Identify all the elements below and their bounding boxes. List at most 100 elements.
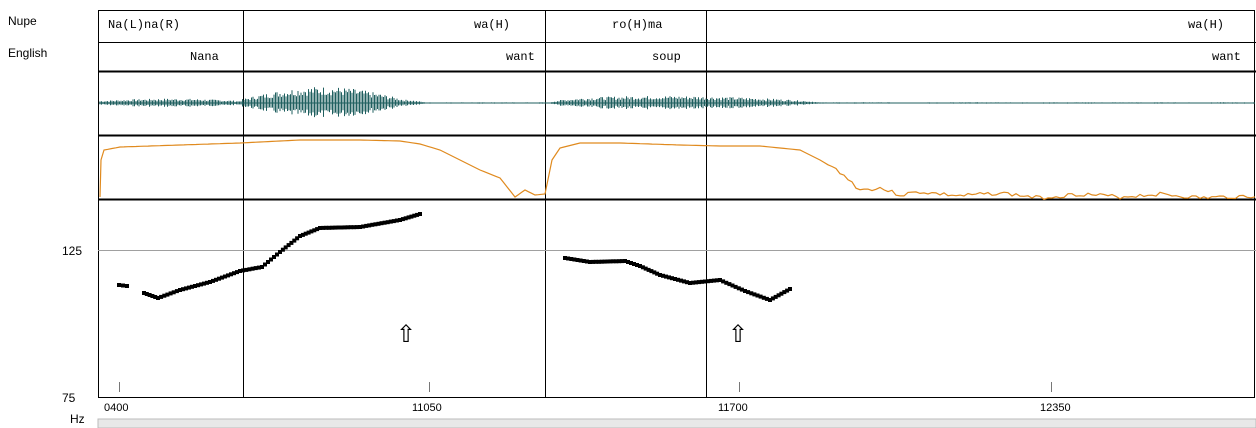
arrow-up-icon: ⇧ <box>396 320 417 348</box>
pitch-point <box>724 280 729 285</box>
pitch-point <box>306 230 311 235</box>
pitch-point <box>638 264 642 268</box>
pitch-point <box>298 234 302 238</box>
pitch-point <box>283 245 288 250</box>
pitch-point <box>664 274 668 279</box>
nupe-tier-label: Nupe <box>8 14 37 28</box>
pitch-point <box>250 266 255 271</box>
pitch-point <box>171 290 176 295</box>
pitch-point <box>770 296 775 301</box>
pitch-point <box>333 225 338 230</box>
pitch-point <box>150 294 155 298</box>
nupe-cell-1[interactable]: Na(L)na(R) <box>108 18 181 32</box>
pitch-point <box>247 267 252 272</box>
time-tick-label: 0400 <box>104 402 129 414</box>
pitch-point <box>755 293 760 298</box>
pitch-point <box>406 215 411 220</box>
pitch-point <box>364 223 369 228</box>
pitch-point <box>640 265 645 270</box>
pitch-point <box>658 273 662 277</box>
pitch-point <box>706 279 710 284</box>
pitch-point <box>272 255 276 259</box>
waveform <box>99 87 1255 118</box>
pitch-track <box>117 212 792 302</box>
pitch-point <box>208 280 212 284</box>
pitch-point <box>709 278 713 283</box>
pitch-point <box>599 259 604 264</box>
pitch-point <box>315 227 320 232</box>
pitch-point <box>241 268 246 273</box>
pitch-point <box>303 231 308 236</box>
pitch-point <box>202 281 206 286</box>
pitch-point <box>649 269 654 274</box>
pitch-point <box>782 290 787 295</box>
pitch-point <box>121 283 125 288</box>
pitch-point <box>253 266 258 271</box>
pitch-point <box>646 267 651 272</box>
nupe-cell-2[interactable]: wa(H) <box>474 18 511 32</box>
pitch-point <box>588 260 592 264</box>
english-tier-label: English <box>8 46 48 60</box>
pitch-point <box>620 259 625 264</box>
pitch-point <box>199 282 203 287</box>
pitch-point <box>351 225 356 230</box>
pitch-point <box>776 293 781 298</box>
arrow-up-icon: ⇧ <box>728 320 749 348</box>
pitch-point <box>153 295 158 299</box>
pitch-point <box>354 225 359 230</box>
pitch-point <box>318 226 322 230</box>
pitch-point <box>235 270 239 275</box>
english-cell-2[interactable]: want <box>506 50 535 64</box>
pitch-point <box>263 262 267 267</box>
pitch-point <box>373 222 378 227</box>
pitch-point <box>187 285 191 290</box>
pitch-point <box>667 275 671 280</box>
pitch-point <box>181 287 185 292</box>
pitch-point <box>391 219 396 224</box>
pitch-point <box>694 280 698 285</box>
pitch-point <box>260 265 264 269</box>
pitch-point <box>382 220 387 225</box>
nupe-cell-4[interactable]: wa(H) <box>1188 18 1225 32</box>
pitch-point <box>269 257 273 262</box>
pitch-point <box>184 286 188 291</box>
pitch-point <box>614 259 619 264</box>
pitch-point <box>286 243 291 248</box>
pitch-point <box>691 280 695 285</box>
english-cell-3[interactable]: soup <box>652 50 681 64</box>
pitch-point <box>764 296 769 301</box>
pitch-point <box>635 263 639 267</box>
pitch-point <box>739 287 744 292</box>
english-cell-1[interactable]: Nana <box>190 50 219 64</box>
pitch-point <box>289 240 294 245</box>
pitch-point <box>275 252 279 257</box>
pitch-point <box>165 292 170 297</box>
pitch-point <box>712 278 716 283</box>
pitch-point <box>590 259 595 264</box>
pitch-point <box>223 274 227 279</box>
pitch-point <box>733 284 738 289</box>
pitch-point <box>244 267 249 272</box>
nupe-cell-3[interactable]: ro(H)ma <box>612 18 663 32</box>
pitch-point <box>617 259 622 264</box>
pitch-point <box>584 259 589 264</box>
pitch-point <box>295 236 300 241</box>
pitch-point <box>280 247 285 252</box>
pitch-point <box>168 291 173 296</box>
pitch-point <box>758 294 763 299</box>
pitch-point <box>385 220 390 225</box>
pitch-point <box>336 225 341 230</box>
pitch-point <box>321 225 326 230</box>
pitch-point <box>398 218 402 222</box>
pitch-point <box>688 281 692 285</box>
english-cell-4[interactable]: want <box>1212 50 1241 64</box>
pitch-point <box>715 278 719 283</box>
pitch-point <box>746 290 751 295</box>
pitch-point <box>214 277 218 282</box>
pitch-unit-label: Hz <box>70 412 85 426</box>
pitch-point <box>330 225 335 230</box>
pitch-point <box>563 256 567 260</box>
pitch-point <box>611 259 616 264</box>
panel-frame <box>98 10 1255 398</box>
pitch-point <box>379 221 384 226</box>
